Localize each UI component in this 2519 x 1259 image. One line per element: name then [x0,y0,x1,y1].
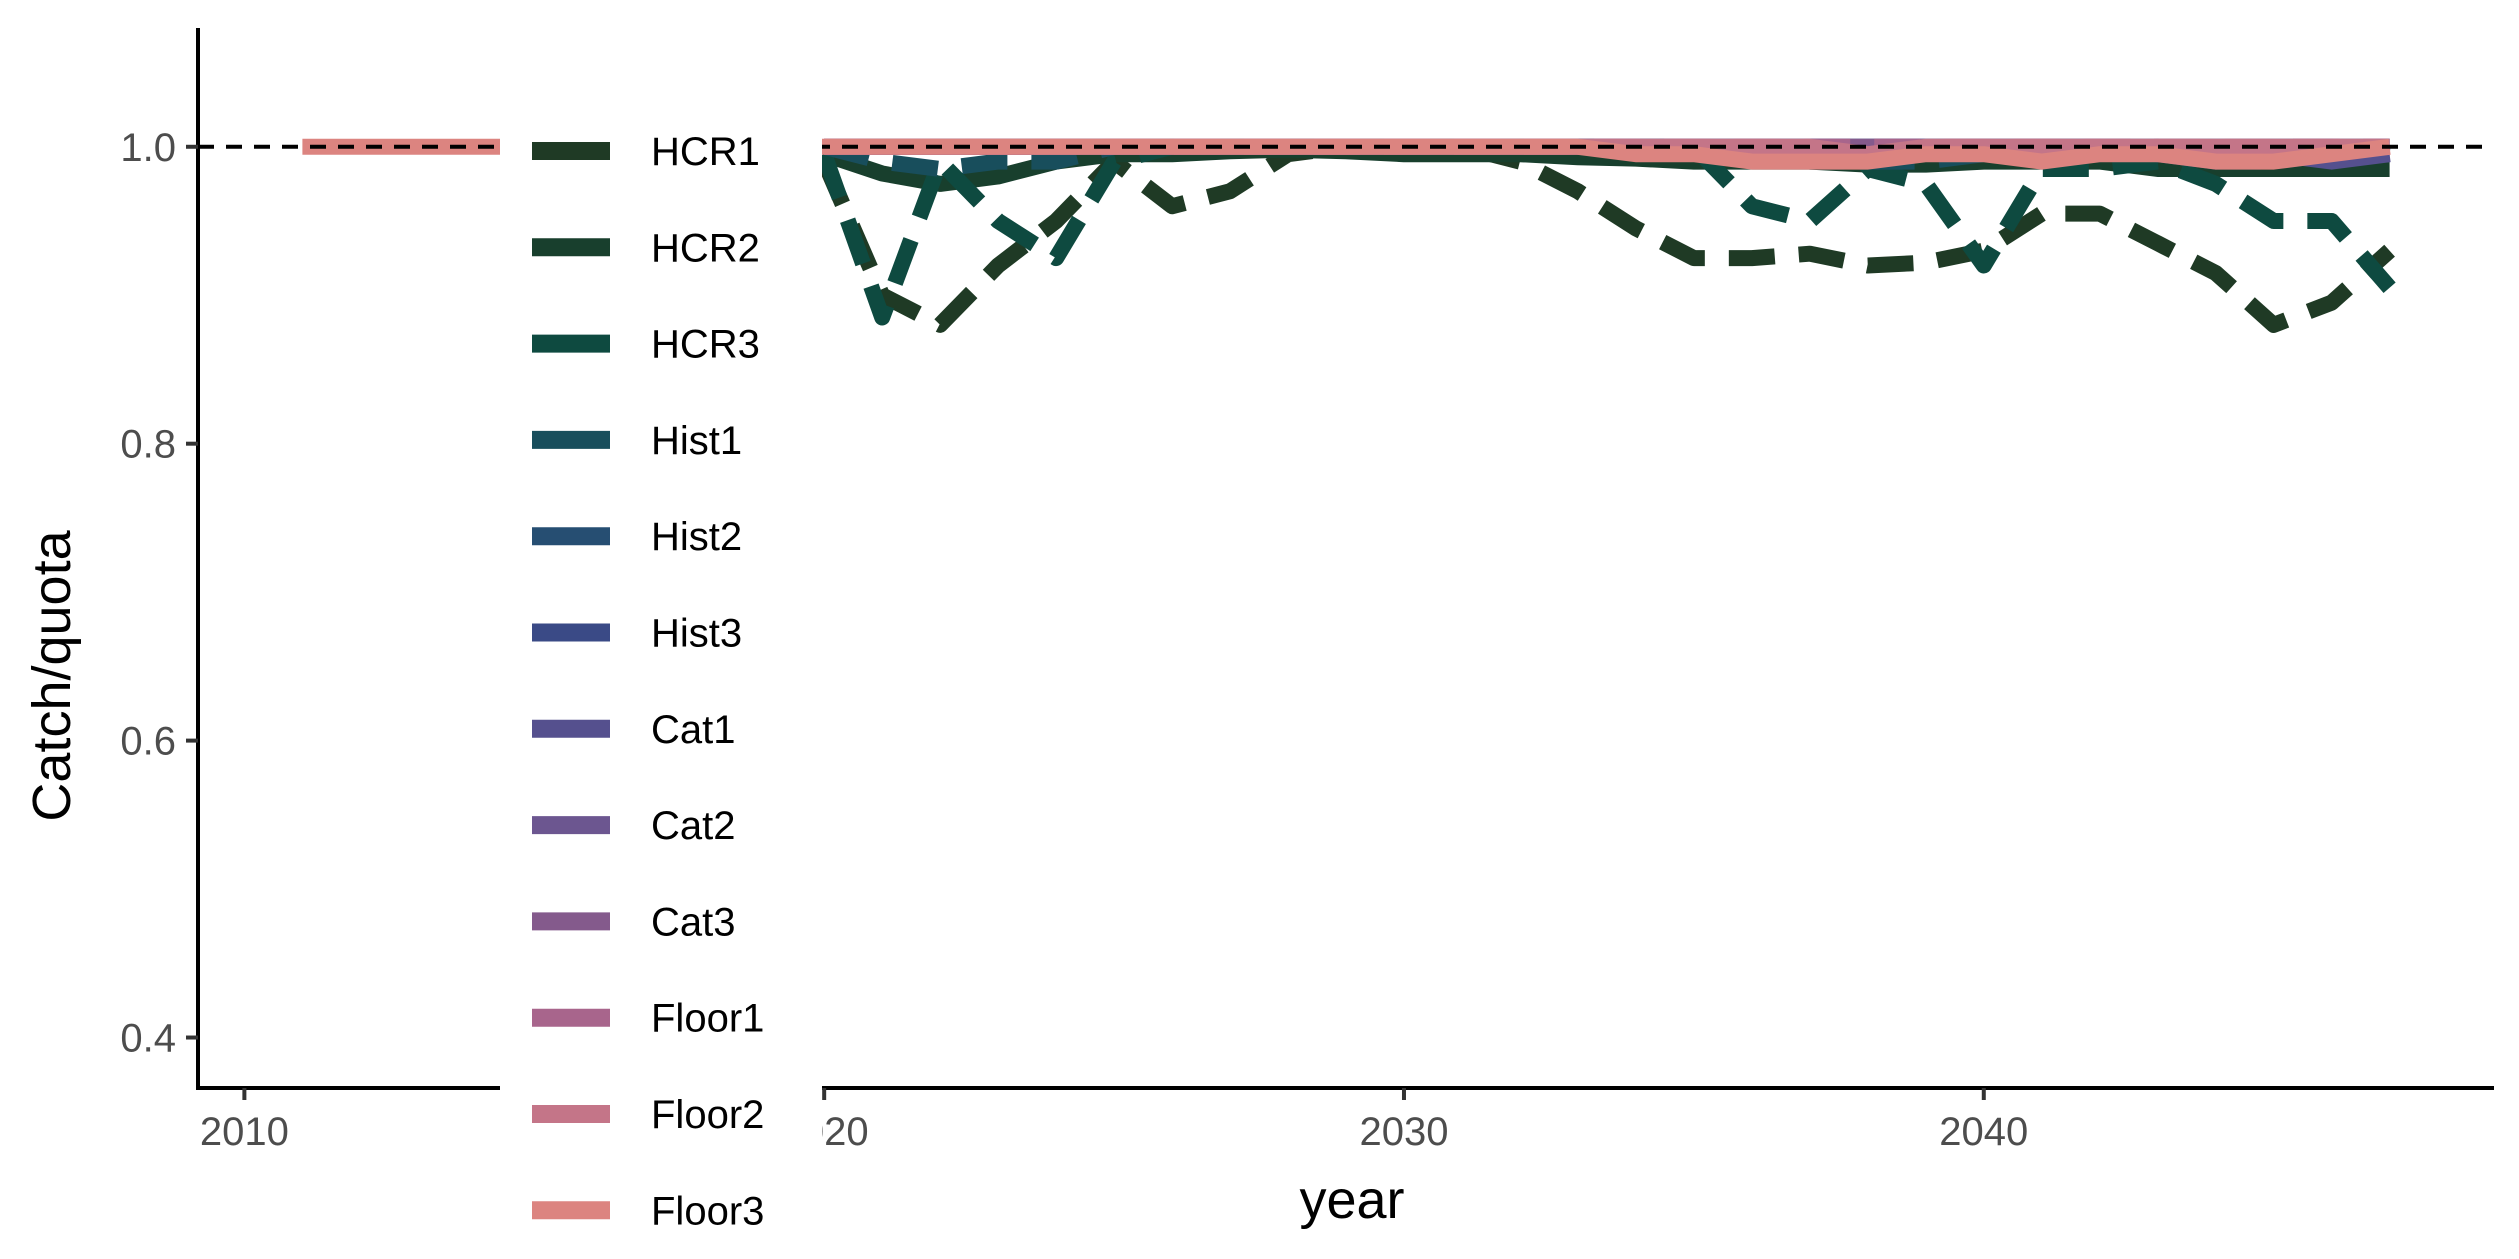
legend-label-floor1: Floor1 [651,997,764,1041]
legend-label-cat2: Cat2 [651,804,736,848]
legend-label-hcr2: HCR2 [651,226,760,270]
legend-label-hist1: Hist1 [651,419,742,463]
y-tick-label: 1.0 [120,126,176,170]
y-tick-label: 0.6 [120,720,176,764]
y-tick-label: 0.4 [120,1017,176,1061]
legend-label-hist2: Hist2 [651,515,742,559]
x-tick-label: 2010 [200,1110,289,1154]
y-axis-title: Catch/quota [22,529,82,821]
legend-background [500,110,822,1259]
x-tick-label: 2040 [1939,1110,2028,1154]
legend-label-hcr1: HCR1 [651,130,760,174]
legend-label-hcr3: HCR3 [651,323,760,367]
legend-label-hist3: Hist3 [651,612,742,656]
series-line-hcr1 [816,138,2395,333]
legend-label-floor2: Floor2 [651,1093,764,1137]
x-tick-label: 2030 [1359,1110,1448,1154]
legend-label-cat1: Cat1 [651,708,736,752]
series-line-hcr3 [816,138,2396,326]
legend-label-floor3: Floor3 [651,1189,764,1233]
legend: HCR1 HCR2 HCR3 Hist1 Hist2 Hist3 Cat1 Cat2 Cat3 F… [500,110,822,1259]
x-axis-title: year [1299,1170,1404,1230]
legend-label-cat3: Cat3 [651,900,736,944]
y-tick-label: 0.8 [120,423,176,467]
